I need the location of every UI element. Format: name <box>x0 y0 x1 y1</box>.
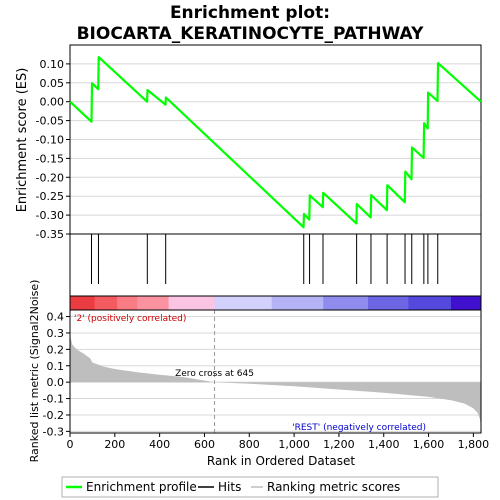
hits-panel <box>69 233 482 297</box>
x-tick-label: 1,400 <box>368 438 400 451</box>
chart-title-line2: BIOCARTA_KERATINOCYTE_PATHWAY <box>77 24 425 44</box>
es-y-tick-label: -0.25 <box>36 190 64 203</box>
metric-y-tick-label: 0.0 <box>47 376 65 389</box>
legend-enrichment-label: Enrichment profile <box>86 480 197 494</box>
metric-y-axis: -0.3 -0.2 -0.1 0.0 0.1 0.2 0.3 0.4 <box>43 311 70 438</box>
legend-frame <box>61 476 439 498</box>
ranking-metric-area <box>70 334 481 429</box>
color-bar-segment <box>70 296 96 310</box>
x-tick-label: 800 <box>239 438 260 451</box>
metric-y-tick-label: 0.1 <box>47 360 65 373</box>
legend-metric-label: Ranking metric scores <box>267 480 400 494</box>
negative-correlation-label: 'REST' (negatively correlated) <box>292 423 426 433</box>
positive-correlation-label: '2' (positively correlated) <box>74 314 186 324</box>
es-y-axis-label: Enrichment score (ES) <box>15 68 30 213</box>
color-bar-segment <box>117 296 138 310</box>
x-tick-label: 600 <box>194 438 215 451</box>
ranked-color-bar <box>69 295 482 311</box>
metric-y-tick-label: 0.2 <box>47 343 65 356</box>
x-axis: 0 200 400 600 800 1,000 1,200 1,400 1,600 1,800 <box>67 433 490 451</box>
metric-y-tick-label: -0.3 <box>43 425 64 438</box>
x-tick-label: 1,600 <box>413 438 445 451</box>
x-tick-label: 200 <box>104 438 125 451</box>
es-y-tick-label: 0.00 <box>40 96 65 109</box>
es-panel: -0.35 -0.30 -0.25 -0.20 -0.15 -0.10 -0.05 0.00 0… <box>15 44 482 241</box>
chart-title-line1: Enrichment plot: <box>170 3 330 23</box>
metric-panel-frame <box>69 309 482 434</box>
color-bar-segment <box>271 296 324 310</box>
metric-y-axis-label: Ranked list metric (Signal2Noise) <box>28 280 41 463</box>
x-tick-label: 1,000 <box>278 438 310 451</box>
zero-cross-label: Zero cross at 645 <box>175 369 254 379</box>
es-y-tick-label: -0.15 <box>36 152 64 165</box>
x-tick-label: 0 <box>67 438 74 451</box>
es-y-tick-label: -0.20 <box>36 171 64 184</box>
metric-y-tick-label: -0.1 <box>43 393 64 406</box>
legend-hits-label: Hits <box>218 480 241 494</box>
color-bar-segment <box>450 296 482 310</box>
color-bar-segment <box>94 296 118 310</box>
es-y-tick-label: -0.10 <box>36 134 64 147</box>
es-y-tick-label: 0.05 <box>40 77 65 90</box>
color-bar-segment <box>137 296 170 310</box>
color-bar-segment <box>214 296 273 310</box>
color-bar-segment <box>323 296 369 310</box>
color-bar-segment <box>368 296 409 310</box>
x-tick-label: 400 <box>149 438 170 451</box>
metric-gridlines <box>70 316 481 432</box>
es-y-tick-label: -0.05 <box>36 115 64 128</box>
metric-y-tick-label: 0.4 <box>47 311 65 324</box>
es-y-axis: -0.35 -0.30 -0.25 -0.20 -0.15 -0.10 -0.05 0.00 0… <box>36 58 70 241</box>
enrichment-profile-line <box>69 55 482 229</box>
hit-markers <box>91 234 439 284</box>
hits-panel-frame <box>69 233 482 297</box>
metric-y-tick-label: -0.2 <box>43 409 64 422</box>
color-bar-segment <box>168 296 216 310</box>
legend: Enrichment profile Hits Ranking metric s… <box>61 476 439 498</box>
x-tick-label: 1,800 <box>458 438 490 451</box>
es-y-tick-label: -0.30 <box>36 209 64 222</box>
x-axis-label: Rank in Ordered Dataset <box>207 454 355 468</box>
color-bar-segment <box>408 296 452 310</box>
metric-y-tick-label: 0.3 <box>47 327 65 340</box>
es-gridlines <box>70 63 481 235</box>
x-tick-label: 1,200 <box>323 438 355 451</box>
es-y-tick-label: 0.10 <box>40 58 65 71</box>
metric-panel: -0.3 -0.2 -0.1 0.0 0.1 0.2 0.3 0.4 '2' (positiv… <box>28 280 482 463</box>
es-y-tick-label: -0.35 <box>36 228 64 241</box>
